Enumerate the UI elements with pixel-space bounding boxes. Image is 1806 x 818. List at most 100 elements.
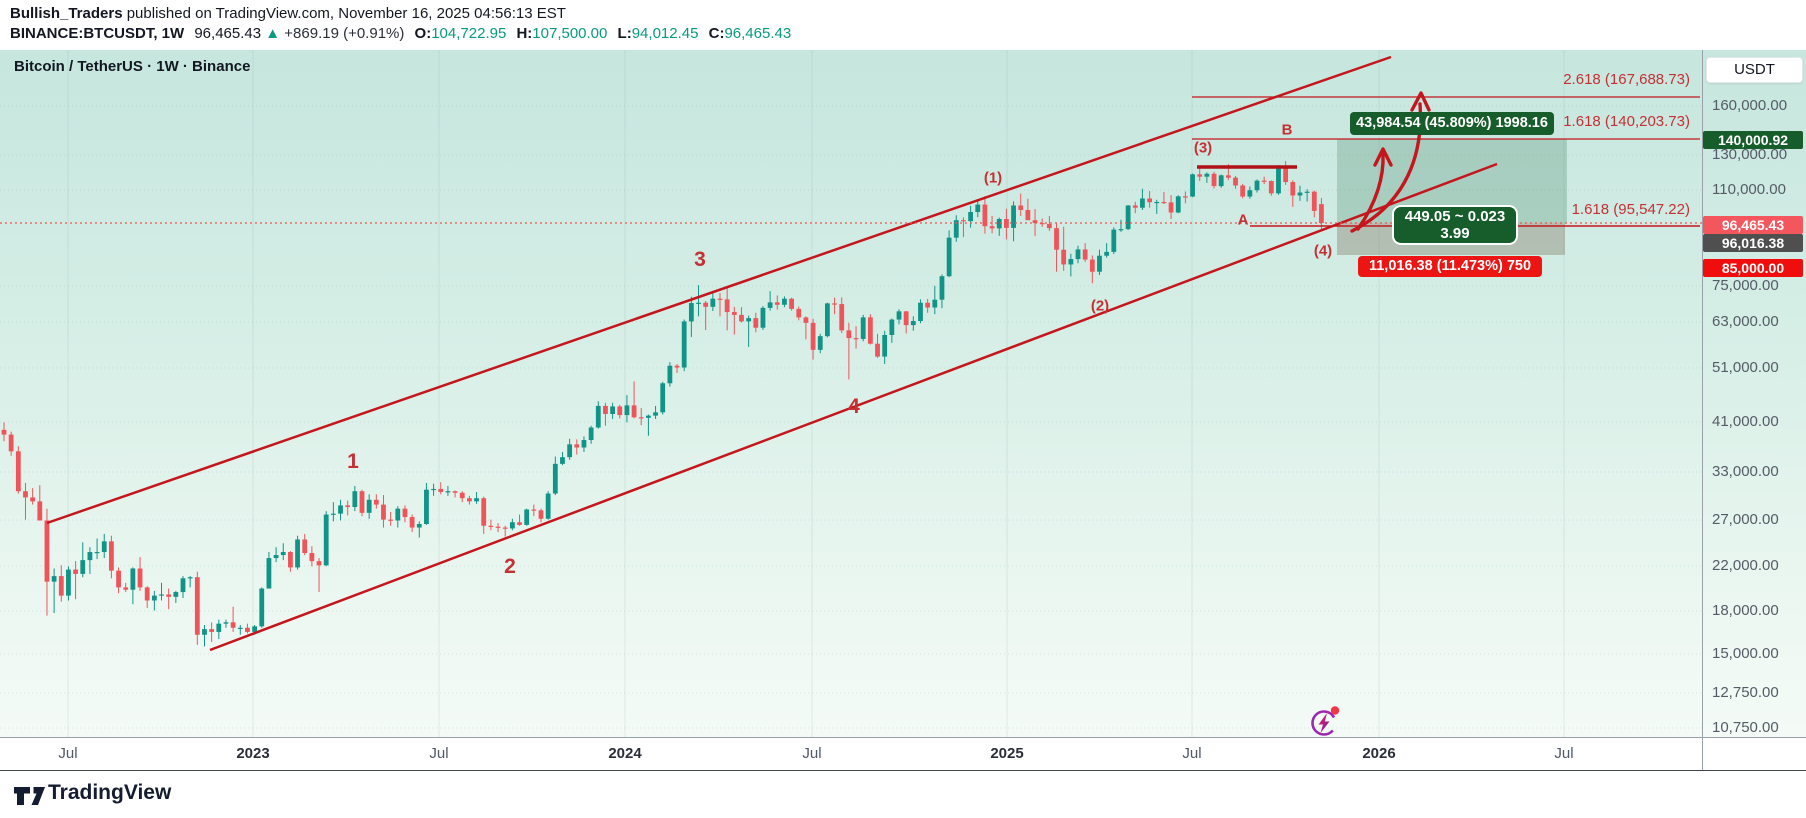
candle-body (946, 237, 952, 277)
candle-body (488, 525, 494, 527)
low-label: L: (617, 25, 632, 42)
candle-body (875, 343, 880, 357)
tradingview-brand-text[interactable]: TradingView (48, 781, 172, 804)
chart-plot-area[interactable] (0, 50, 1702, 737)
candle-body (667, 365, 673, 384)
candle-body (1240, 185, 1246, 197)
price-axis-label: 63,000.00 (1712, 313, 1779, 330)
channel-lower-line[interactable] (209, 162, 1498, 652)
candle-body (237, 627, 243, 629)
wave-label-c4: (4) (1313, 242, 1333, 260)
open-label: O: (414, 25, 432, 42)
candle-body (1218, 175, 1224, 187)
notification-dot (1330, 706, 1340, 715)
price-axis[interactable]: 160,000.00 130,000.00 110,000.00 75,000.00 6… (1702, 50, 1806, 737)
wave-label-2: 2 (504, 555, 516, 578)
time-axis-label: 2024 (608, 745, 642, 762)
candle-body (674, 365, 680, 368)
candle-body (910, 321, 916, 326)
candle-body (15, 451, 21, 492)
candle-body (688, 303, 694, 322)
candle-body (230, 622, 236, 628)
candle-body (610, 406, 615, 414)
chart-background (0, 50, 1806, 737)
candle-body (918, 302, 923, 322)
candle-body (1075, 249, 1081, 260)
time-axis[interactable]: Jul 2023 Jul 2024 Jul 2025 Jul 2026 Jul (0, 738, 1806, 770)
candle-body (588, 427, 594, 441)
price-axis-label: 33,000.00 (1712, 463, 1779, 480)
candle-body (58, 576, 64, 596)
candle-body (209, 629, 215, 632)
candle-body (839, 304, 845, 331)
candle-body (731, 312, 737, 315)
candle-body (23, 491, 28, 498)
lightning-bolt-icon (1318, 713, 1330, 733)
price-axis-label: 10,750.00 (1712, 719, 1779, 736)
fib-label-1618-low: 1.618 (95,547.22) (1571, 201, 1690, 218)
candle-body (1233, 177, 1238, 186)
price-axis-label: 15,000.00 (1712, 645, 1779, 662)
candle-body (495, 526, 501, 528)
channel-upper-line[interactable] (46, 55, 1392, 525)
candle-body (1297, 192, 1303, 196)
symbol-name[interactable]: BINANCE:BTCUSDT, 1W (10, 25, 185, 42)
candle-body (416, 523, 422, 528)
price-axis-label: 130,000.00 (1712, 146, 1788, 163)
candle-body (825, 303, 830, 337)
projection-arrowhead-mid (1373, 147, 1393, 167)
close-label: C: (708, 25, 725, 42)
candle-body (295, 539, 300, 568)
candle-body (853, 338, 859, 340)
projection-arrowhead (1410, 91, 1431, 112)
candle-body (567, 444, 573, 458)
candle-body (502, 527, 508, 529)
price-axis-label: 160,000.00 (1712, 97, 1788, 114)
candle-body (961, 220, 966, 222)
candle-body (867, 317, 873, 344)
candle-body (1032, 220, 1038, 224)
price-axis-label: 75,000.00 (1712, 277, 1779, 294)
time-axis-label: 2025 (990, 745, 1024, 762)
candle-body (1118, 229, 1124, 231)
candle-body (1111, 229, 1117, 252)
candle-body (1, 429, 7, 435)
candle-body (631, 405, 637, 418)
candle-body (996, 219, 1002, 229)
candle-body (467, 498, 472, 502)
candle-body (810, 322, 816, 350)
projection-arrow-swoosh (1356, 152, 1385, 231)
candle-body (939, 276, 945, 300)
candle-body (603, 405, 608, 414)
candle-body (817, 336, 823, 350)
symbol-line: BINANCE:BTCUSDT, 1W 96,465.43 ▲ +869.19 … (10, 24, 791, 44)
position-qty-label[interactable]: 449.05 ~ 0.023 3.99 (1392, 205, 1518, 245)
chart-frame-border (0, 770, 1806, 771)
candle-body (574, 444, 580, 448)
footer: TradingView (0, 771, 1806, 818)
author-name[interactable]: Bullish_Traders (10, 5, 123, 22)
tradingview-logo-icon[interactable] (12, 778, 46, 812)
currency-toggle-button[interactable]: USDT (1706, 57, 1803, 83)
lightning-boost-icon[interactable] (1305, 703, 1343, 741)
candle-body (617, 406, 623, 416)
candle-body (646, 415, 651, 418)
candle-body (123, 587, 129, 590)
candle-body (1161, 201, 1167, 204)
candle-body (323, 514, 329, 566)
price-tag: 96,465.43 (1703, 216, 1803, 234)
candle-body (474, 498, 479, 502)
stop-loss-label[interactable]: 11,016.38 (11.473%) 750 (1358, 256, 1542, 277)
price-axis-label: 27,000.00 (1712, 511, 1779, 528)
candle-body (1175, 196, 1181, 213)
candle-body (1147, 198, 1152, 203)
close-value: 96,465.43 (724, 25, 792, 42)
candle-body (660, 383, 666, 413)
profit-target-label[interactable]: 43,984.54 (45.809%) 1998.16 (1350, 112, 1554, 135)
candle-body (438, 488, 444, 492)
candle-body (1018, 205, 1024, 210)
candle-body (789, 298, 794, 309)
candle-body (373, 499, 379, 505)
candle-body (402, 508, 408, 518)
price-axis-label: 41,000.00 (1712, 413, 1779, 430)
